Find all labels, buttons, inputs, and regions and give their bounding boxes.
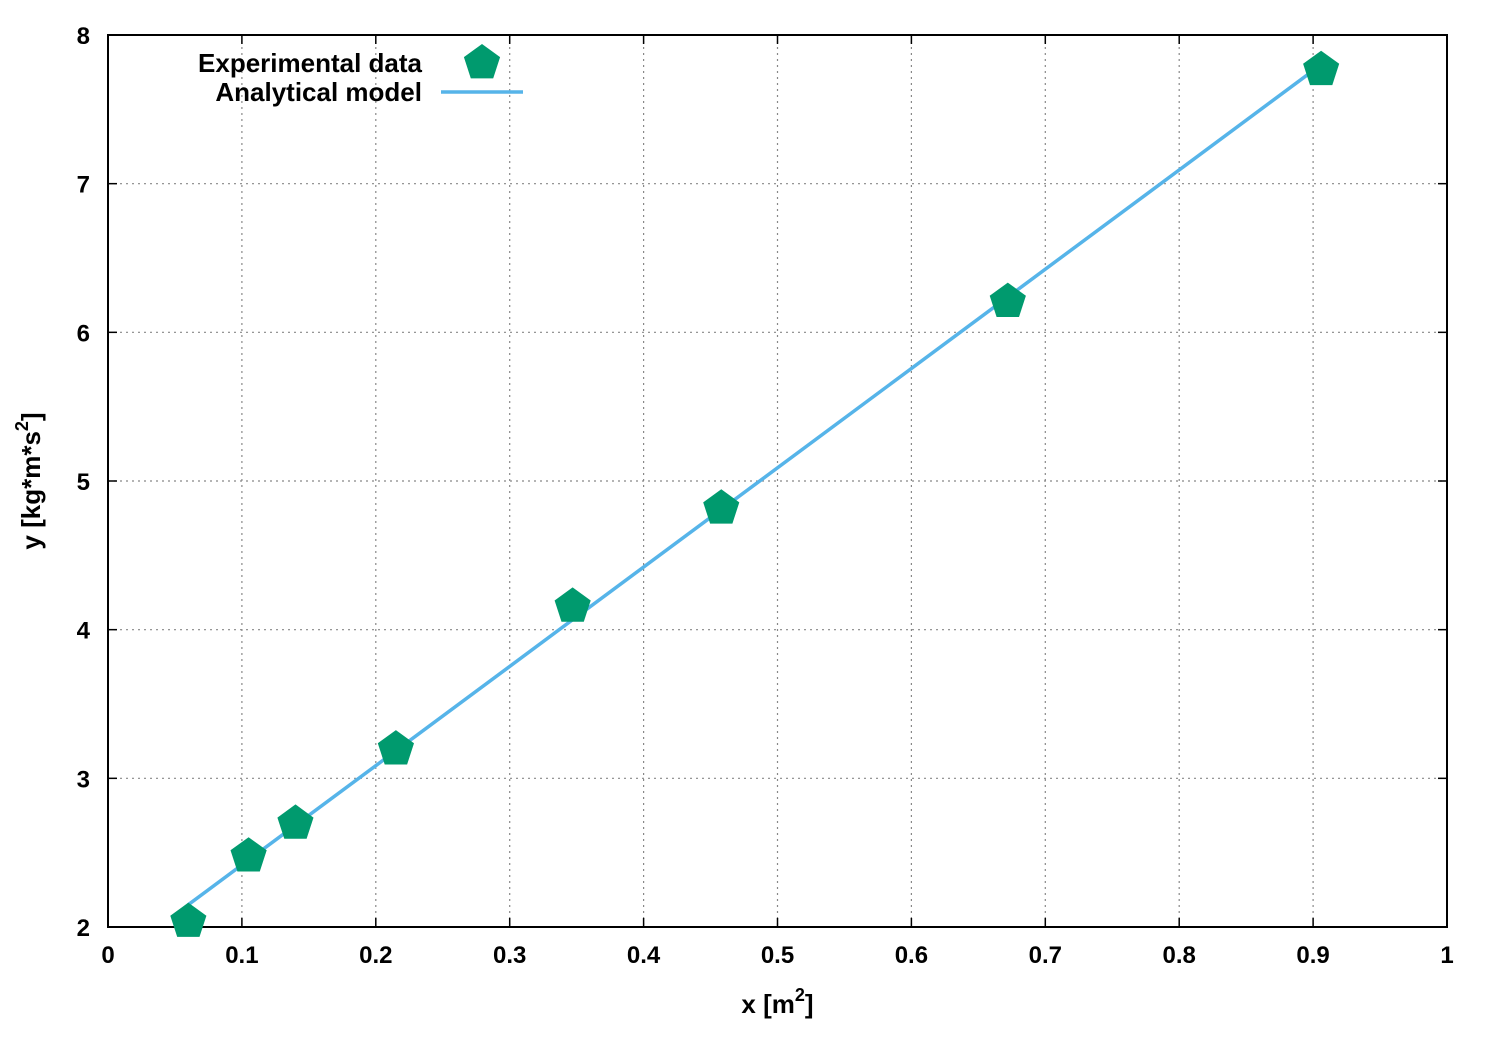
x-axis-label-tail: ]	[805, 989, 814, 1019]
legend-label-analytical: Analytical model	[215, 77, 422, 107]
x-tick-label: 0.9	[1296, 942, 1329, 969]
x-tick-label: 0	[101, 942, 114, 969]
data-point-experimental	[170, 902, 207, 937]
y-tick-label: 6	[77, 320, 90, 347]
y-tick-label: 5	[77, 469, 90, 496]
x-axis-label-sup: 2	[795, 985, 805, 1005]
plot-series	[170, 50, 1340, 937]
y-tick-label: 3	[77, 766, 90, 793]
x-tick-label: 0.8	[1163, 942, 1196, 969]
y-axis-label: y [kg*m*s2]	[12, 412, 46, 549]
x-tick-label: 0.3	[493, 942, 526, 969]
data-point-experimental	[554, 587, 591, 622]
data-point-experimental	[1303, 50, 1340, 86]
legend-marker-pentagon	[463, 44, 501, 79]
legend-label-experimental: Experimental data	[198, 48, 423, 78]
x-axis-label: x [m2]	[741, 985, 813, 1019]
x-tick-label: 0.2	[359, 942, 392, 969]
y-tick-label: 2	[77, 915, 90, 942]
legend: Experimental data Analytical model	[198, 44, 523, 107]
data-point-experimental	[230, 837, 267, 872]
y-axis-label-base: y [kg*m*s	[16, 431, 46, 550]
x-axis-label-base: x [m	[741, 989, 794, 1019]
x-tick-label: 0.4	[627, 942, 661, 969]
x-tick-label: 0.5	[761, 942, 794, 969]
y-axis-label-sup: 2	[12, 421, 32, 431]
y-tick-label: 7	[77, 172, 90, 199]
y-tick-label: 4	[77, 618, 91, 645]
x-tick-label: 0.7	[1029, 942, 1062, 969]
y-axis-label-tail: ]	[16, 412, 46, 421]
data-point-experimental	[377, 730, 414, 765]
x-tick-label: 1	[1440, 942, 1453, 969]
grid	[108, 35, 1447, 927]
x-tick-label: 0.6	[895, 942, 928, 969]
data-point-experimental	[989, 282, 1026, 317]
series-line-analytical-model	[187, 63, 1323, 907]
y-tick-label: 8	[77, 23, 90, 50]
data-point-experimental	[703, 489, 740, 524]
axis-ticks: 0 0.1 0.2 0.3 0.4 0.5 0.6 0.7 0.8 0.9 1 2 3 4 5 6 7 8	[77, 23, 1454, 969]
data-point-experimental	[277, 804, 314, 839]
x-tick-label: 0.1	[225, 942, 258, 969]
